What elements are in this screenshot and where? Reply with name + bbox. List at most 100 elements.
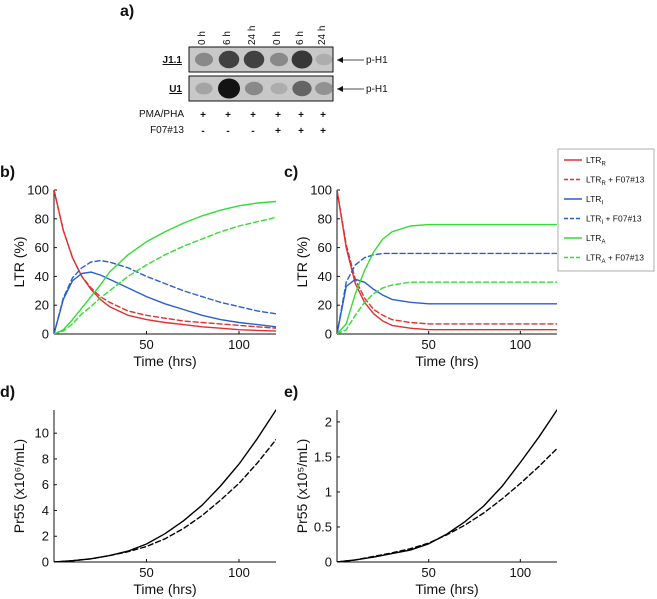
condition-row: F07#13 - - - + + + [150, 125, 326, 137]
x-axis-label: Time (hrs) [415, 353, 478, 369]
condition-sign: - [251, 126, 254, 137]
condition-sign: + [298, 110, 304, 121]
y-tick-label: 10 [35, 426, 49, 441]
x-tick-label: 100 [509, 337, 531, 352]
blot-band [315, 82, 333, 95]
panel-d-chart: d) 0 2 4 6 8 10 50 100 Time (hrs) Pr55 (x10⁶/mL) [0, 384, 276, 597]
lane-label-5: 24 h [317, 26, 328, 45]
blot-band [194, 52, 214, 67]
legend-entry: LTRI [586, 194, 603, 207]
blot-band [244, 81, 264, 96]
y-tick-label: 60 [35, 240, 49, 255]
legend-box [557, 148, 655, 272]
lane-label-1: 6 h [222, 31, 233, 45]
y-tick-label: 0 [325, 555, 332, 570]
x-tick-label: 50 [421, 337, 435, 352]
legend-entry: LTRR + F07#13 [586, 175, 645, 188]
condition-sign: - [226, 126, 229, 137]
y-axis-label: LTR (%) [11, 236, 27, 287]
legend-sub: A [601, 259, 605, 265]
y-tick-label: 20 [35, 298, 49, 313]
y-tick-label: 0.5 [314, 519, 332, 534]
y-tick-label: 100 [310, 183, 332, 198]
series-ltr-a-f07-13 [54, 216, 276, 334]
series-ltr-r-f07-13 [54, 189, 276, 329]
y-axis-label: Pr55 (x10⁶/mL) [11, 439, 27, 533]
panel-b-chart: b) 0 20 40 60 80 100 50 100 Time (hrs) LTR (%) [0, 164, 276, 369]
panel-label: e) [284, 384, 298, 401]
series-ltr-r [337, 189, 557, 331]
series-pr55-f07-13 [337, 447, 557, 562]
series-ltr-i-f07-13 [54, 259, 276, 334]
series-ltr-a [337, 223, 557, 334]
panel-label: b) [0, 164, 15, 181]
panel-a: a) 0 h 6 h 24 h 0 h 6 h 24 h J1.1 p-H1 U1 p-H1 P… [120, 3, 388, 137]
blot-band [218, 50, 240, 69]
x-tick-label: 100 [228, 565, 250, 580]
panel-label: d) [0, 384, 15, 401]
condition-name: PMA/PHA [139, 109, 184, 120]
panel-label: c) [284, 164, 298, 181]
series-pr55 [337, 409, 557, 562]
legend-entry: LTRA + F07#13 [586, 253, 644, 266]
y-tick-label: 2 [325, 414, 332, 429]
condition-sign: + [298, 126, 304, 137]
legend-entry: LTRA [586, 233, 605, 246]
x-tick-label: 100 [228, 337, 250, 352]
band-label: p-H1 [366, 55, 388, 66]
lane-label-4: 6 h [295, 31, 306, 45]
y-tick-label: 80 [318, 211, 332, 226]
y-tick-label: 2 [42, 529, 49, 544]
y-axis-label: LTR (%) [294, 236, 310, 287]
condition-sign: + [200, 110, 206, 121]
x-tick-label: 100 [509, 565, 531, 580]
y-axis-label: Pr55 (x10⁵/mL) [294, 439, 310, 534]
y-tick-label: 40 [318, 269, 332, 284]
legend-sub: I [601, 201, 603, 207]
lane-label-0: 0 h [197, 31, 208, 45]
legend-sub: R [601, 162, 606, 168]
x-axis-label: Time (hrs) [133, 581, 196, 597]
x-axis-label: Time (hrs) [133, 353, 196, 369]
blot-band [269, 52, 289, 67]
y-tick-label: 4 [42, 503, 49, 518]
legend-suffix: + F07#13 [603, 214, 642, 224]
panel-c-chart: c) 0 20 40 60 80 100 50 100 Time (hrs) LTR (%) [284, 164, 557, 369]
x-tick-label: 50 [421, 565, 435, 580]
blot-name: U1 [169, 84, 182, 95]
legend-suffix: + F07#13 [605, 253, 644, 263]
y-tick-label: 0 [325, 327, 332, 342]
series-ltr-i [54, 271, 276, 334]
blot-band [218, 78, 240, 99]
legend-entry: LTRR [586, 155, 606, 168]
legend-main: LTR [586, 214, 601, 224]
x-axis-label: Time (hrs) [415, 581, 478, 597]
band-arrow-head [337, 57, 343, 63]
series-pr55-f07-13 [54, 438, 276, 562]
legend-sub: A [601, 240, 605, 246]
y-tick-label: 8 [42, 451, 49, 466]
condition-name: F07#13 [150, 125, 184, 136]
condition-sign: + [225, 110, 231, 121]
y-tick-label: 80 [35, 211, 49, 226]
condition-sign: + [275, 110, 281, 121]
lane-label-3: 0 h [272, 31, 283, 45]
band-label: p-H1 [366, 84, 388, 95]
band-arrow-head [337, 86, 343, 92]
blot-u1: U1 p-H1 [169, 75, 388, 102]
legend-sub: R [601, 181, 606, 187]
blot-band [315, 53, 333, 66]
lane-label-2: 24 h [247, 26, 258, 45]
y-tick-label: 100 [27, 183, 49, 198]
y-tick-label: 1.5 [314, 449, 332, 464]
y-tick-label: 1 [325, 484, 332, 499]
blot-band [292, 80, 312, 97]
y-tick-label: 40 [35, 269, 49, 284]
legend-sub: I [601, 220, 603, 226]
condition-sign: + [320, 110, 326, 121]
blot-j11: J1.1 p-H1 [163, 46, 388, 73]
condition-row: PMA/PHA + + + + + + [139, 109, 326, 121]
